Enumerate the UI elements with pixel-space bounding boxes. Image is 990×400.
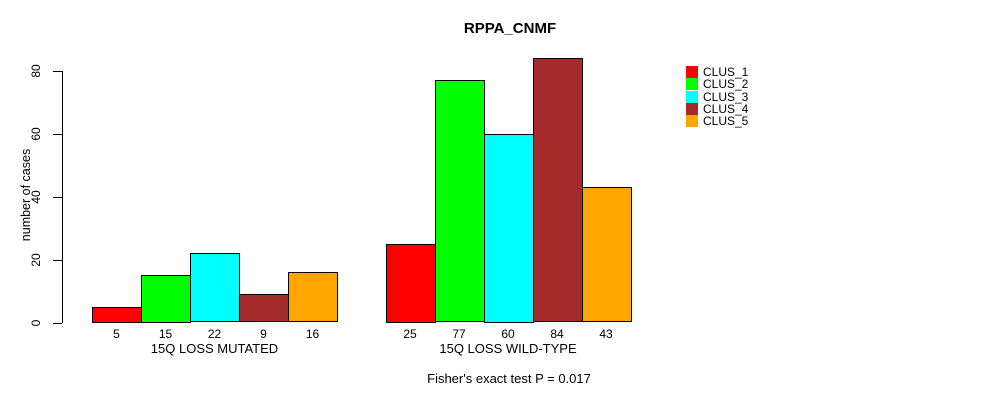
bar-value-label: 77: [452, 327, 466, 341]
bar-clus_4-group0: [239, 294, 289, 323]
bar-value-label: 84: [550, 327, 564, 341]
y-tick-label: 20: [29, 252, 43, 267]
bar-value-label: 15: [158, 327, 173, 341]
bar-clus_4-group1: [532, 57, 583, 323]
legend-swatch: [686, 78, 698, 91]
bar-clus_1-group1: [385, 243, 436, 323]
bar-value-label: 5: [113, 327, 120, 341]
bar-clus_1-group0: [92, 306, 142, 323]
legend-label: CLUS_1: [703, 65, 749, 79]
legend-label: CLUS_5: [703, 114, 749, 129]
y-tick: [53, 322, 62, 324]
bar-clus_3-group1: [483, 133, 534, 323]
y-tick: [53, 196, 62, 198]
y-tick-label: 80: [29, 63, 43, 78]
y-tick: [53, 70, 62, 72]
legend-swatch: [686, 66, 698, 78]
bar-value-label: 16: [305, 327, 320, 341]
legend-swatch: [686, 115, 698, 128]
legend-label: CLUS_3: [703, 89, 749, 104]
y-axis-line: [62, 70, 63, 323]
bar-value-label: 22: [207, 327, 222, 341]
legend-swatch: [686, 102, 698, 115]
bar-value-label: 25: [403, 327, 417, 341]
bar-clus_3-group0: [190, 253, 240, 323]
bar-clus_2-group0: [141, 275, 191, 323]
y-tick-label: 60: [29, 126, 43, 141]
bar-clus_2-group1: [434, 79, 485, 323]
stats-footer: Fisher's exact test P = 0.017: [427, 371, 591, 386]
bar-value-label: 60: [501, 327, 515, 341]
legend-label: CLUS_2: [703, 77, 749, 92]
y-tick-label: 40: [29, 189, 43, 204]
chart-title: RPPA_CNMF: [463, 20, 557, 37]
legend-label: CLUS_4: [703, 101, 749, 116]
bar-clus_5-group1: [581, 187, 632, 323]
bar-value-label: 43: [599, 327, 613, 341]
y-tick: [53, 133, 62, 135]
group-label-mutated: 15Q LOSS MUTATED: [150, 341, 279, 356]
y-tick: [53, 259, 62, 261]
group-label-wild-type: 15Q LOSS WILD-TYPE: [439, 341, 577, 356]
y-tick-label: 0: [29, 319, 43, 326]
bar-value-label: 9: [260, 327, 267, 341]
bar-clus_5-group0: [288, 272, 338, 323]
legend-swatch: [686, 90, 698, 103]
